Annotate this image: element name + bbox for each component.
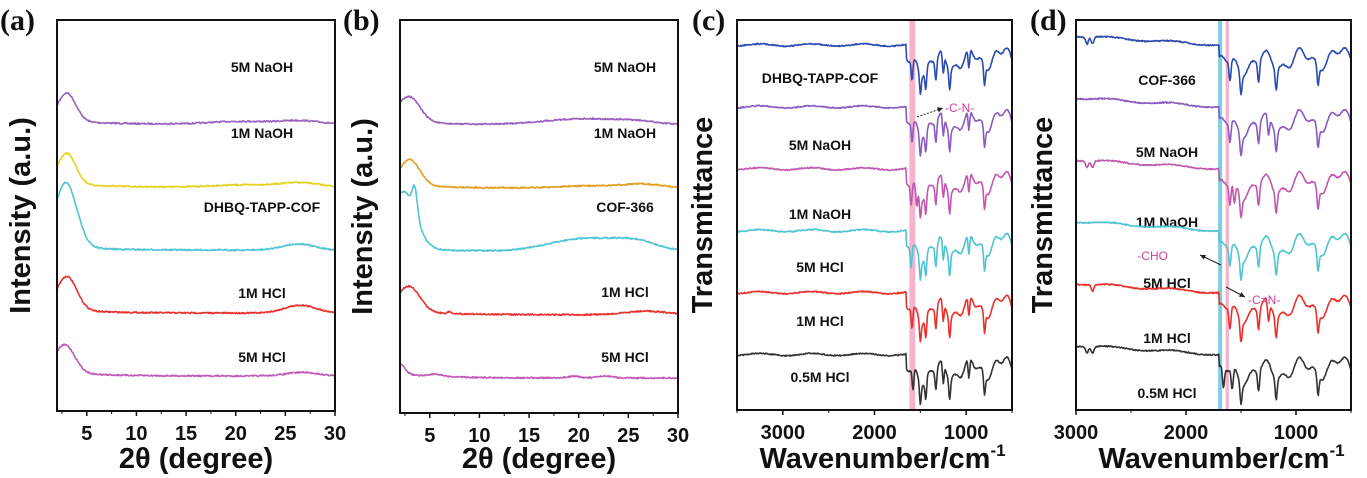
annotation-label: -C-N- — [945, 101, 974, 115]
series-label: 5M NaOH — [789, 137, 851, 153]
x-tick-label: 15 — [518, 425, 540, 447]
series-label: 1M NaOH — [594, 125, 656, 141]
x-tick-label: 30 — [667, 425, 689, 447]
series-label: COF-366 — [1138, 72, 1196, 88]
x-tick-label: 5 — [424, 425, 435, 447]
series-label: 1M HCl — [238, 285, 285, 301]
series-line — [1075, 221, 1352, 281]
y-axis-title: Intensity (a.u.) — [5, 117, 37, 314]
y-axis-title: Transmittance — [687, 117, 719, 314]
series-label: 1M HCl — [796, 313, 843, 329]
x-tick-label: 2000 — [852, 422, 897, 444]
annotation-arrowhead — [1200, 254, 1206, 260]
x-tick-label: 25 — [274, 423, 296, 445]
series-label: 5M NaOH — [1136, 144, 1198, 160]
series-line — [399, 284, 679, 317]
x-axis-title-text: 2θ (degree) — [119, 443, 273, 475]
series-line — [736, 166, 1013, 219]
x-tick-label: 25 — [617, 425, 639, 447]
series-line — [56, 343, 336, 378]
series-label: DHBQ-TAPP-COF — [204, 199, 321, 215]
series-line — [736, 104, 1013, 157]
chart-panel-b: (b) 5M NaOH 1M NaOH COF-366 1M HCl 5M HCl 5 10 1… — [343, 4, 689, 475]
x-tick-label: 5 — [81, 423, 92, 445]
series-line — [399, 95, 679, 126]
y-axis-title: Intensity (a.u.) — [347, 118, 379, 315]
series-label: 1M NaOH — [231, 125, 293, 141]
panel-letter: (b) — [343, 4, 380, 37]
series-line — [56, 151, 336, 189]
series-label: 5M HCl — [238, 349, 285, 365]
annotation-label: -C=N- — [1248, 293, 1280, 307]
series-label: 5M HCl — [1143, 275, 1190, 291]
x-axis-title-text: Wavenumber/cm — [1098, 443, 1329, 475]
highlight-band — [1225, 20, 1229, 410]
x-axis-title: Wavenumber/cm-1 — [759, 441, 1005, 475]
series-line — [736, 228, 1013, 281]
x-axis-title-text: 2θ (degree) — [462, 443, 616, 475]
series-line — [399, 363, 679, 380]
y-axis-title: Transmittance — [1027, 117, 1059, 314]
series-label: 1M HCl — [1143, 330, 1190, 346]
x-tick-label: 3000 — [761, 422, 806, 444]
x-tick-label: 1000 — [1274, 422, 1319, 444]
series-label: 0.5M HCl — [790, 369, 849, 385]
plot-frame — [399, 19, 679, 414]
x-axis-title-superscript: -1 — [1329, 441, 1344, 460]
series-line — [1075, 344, 1352, 406]
x-tick-label: 15 — [175, 423, 197, 445]
x-axis-title-text: Wavenumber/cm — [759, 443, 990, 475]
x-tick-label: 1000 — [944, 422, 989, 444]
series-line — [1075, 282, 1352, 343]
series-line — [399, 184, 679, 253]
highlight-line — [1218, 20, 1223, 410]
series-line — [736, 352, 1013, 406]
series-line — [1075, 159, 1352, 219]
series-label: 5M HCl — [601, 349, 648, 365]
series-label: 1M HCl — [601, 284, 648, 300]
chart-panel-c: (c) DHBQ-TAPP-COF 5M NaOH 1M NaOH 5M HCl 1M H… — [687, 4, 1013, 475]
series-line — [56, 275, 336, 315]
panel-letter: (a) — [0, 4, 35, 37]
x-tick-label: 10 — [468, 425, 490, 447]
series-label: COF-366 — [596, 199, 654, 215]
series-label: 5M NaOH — [231, 59, 293, 75]
series-label: 0.5M HCl — [1137, 385, 1196, 401]
series-line — [736, 42, 1013, 96]
series-line — [56, 92, 336, 126]
series-line — [1075, 97, 1352, 157]
series-label: 5M NaOH — [594, 59, 656, 75]
highlight-band — [909, 20, 916, 410]
panel-letter: (d) — [1030, 4, 1067, 37]
plot-frame — [56, 19, 336, 412]
annotation-arrowhead — [1239, 292, 1245, 297]
annotation-label: -CHO — [1137, 249, 1168, 263]
series-line — [1075, 35, 1352, 96]
x-axis-title-superscript: -1 — [990, 441, 1005, 460]
x-tick-label: 2000 — [1164, 422, 1209, 444]
series-label: DHBQ-TAPP-COF — [762, 70, 879, 86]
series-label: 1M NaOH — [789, 206, 851, 222]
plot-frame — [1075, 19, 1352, 411]
x-axis-title: Wavenumber/cm-1 — [1098, 441, 1344, 475]
x-tick-label: 30 — [324, 423, 346, 445]
x-tick-label: 10 — [125, 423, 147, 445]
panel-letter: (c) — [692, 4, 725, 37]
series-label: 5M HCl — [796, 259, 843, 275]
annotation-arrowhead — [937, 107, 943, 113]
x-tick-label: 20 — [568, 425, 590, 447]
series-line — [56, 181, 336, 252]
x-tick-label: 20 — [225, 423, 247, 445]
x-tick-label: 3000 — [1054, 422, 1099, 444]
series-line — [736, 290, 1013, 343]
chart-panel-a: (a) 5M NaOH 1M NaOH DHBQ-TAPP-COF 1M HCl 5M H… — [0, 4, 346, 475]
series-line — [399, 158, 679, 190]
x-axis-title: 2θ (degree) — [462, 443, 616, 475]
x-axis-title: 2θ (degree) — [119, 443, 273, 475]
